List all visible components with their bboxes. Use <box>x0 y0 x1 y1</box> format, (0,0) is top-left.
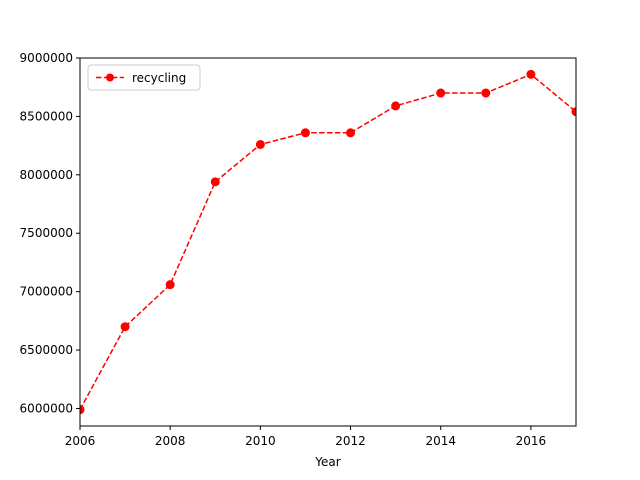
series-recycling <box>80 69 576 415</box>
data-point <box>436 88 446 98</box>
y-axis: 6000000 6500000 7000000 7500000 8000000 85000… <box>20 51 80 415</box>
y-tick-label: 6000000 <box>20 401 73 415</box>
x-tick-label: 2012 <box>335 434 366 448</box>
series-layer <box>80 69 576 415</box>
data-point <box>80 405 85 415</box>
y-tick-label: 7000000 <box>20 285 73 299</box>
data-point <box>571 107 576 117</box>
x-axis: 2006 2008 2010 2012 2014 2016 <box>65 426 546 448</box>
x-tick-label: 2014 <box>425 434 456 448</box>
data-point <box>300 128 310 138</box>
data-point <box>165 280 175 290</box>
legend-marker-swatch <box>106 73 114 82</box>
x-tick-label: 2010 <box>245 434 276 448</box>
legend: recycling <box>87 64 201 91</box>
data-point <box>210 177 220 187</box>
x-tick-label: 2008 <box>155 434 186 448</box>
x-tick-label: 2016 <box>516 434 547 448</box>
legend-box <box>87 64 201 91</box>
x-axis-label: Year <box>314 455 340 469</box>
data-point <box>346 128 356 138</box>
data-point <box>255 139 265 149</box>
y-tick-label: 8500000 <box>20 109 73 123</box>
legend-entry-label: recycling <box>132 71 186 85</box>
data-point <box>120 322 130 332</box>
y-tick-label: 6500000 <box>20 343 73 357</box>
plot-area-frame <box>79 57 577 427</box>
data-point <box>526 69 536 79</box>
y-tick-label: 7500000 <box>20 226 73 240</box>
y-tick-label: 9000000 <box>20 51 73 65</box>
x-tick-label: 2006 <box>65 434 96 448</box>
series-line <box>80 73 576 411</box>
data-point <box>481 88 491 98</box>
data-point <box>391 101 401 111</box>
y-tick-label: 8000000 <box>20 168 73 182</box>
